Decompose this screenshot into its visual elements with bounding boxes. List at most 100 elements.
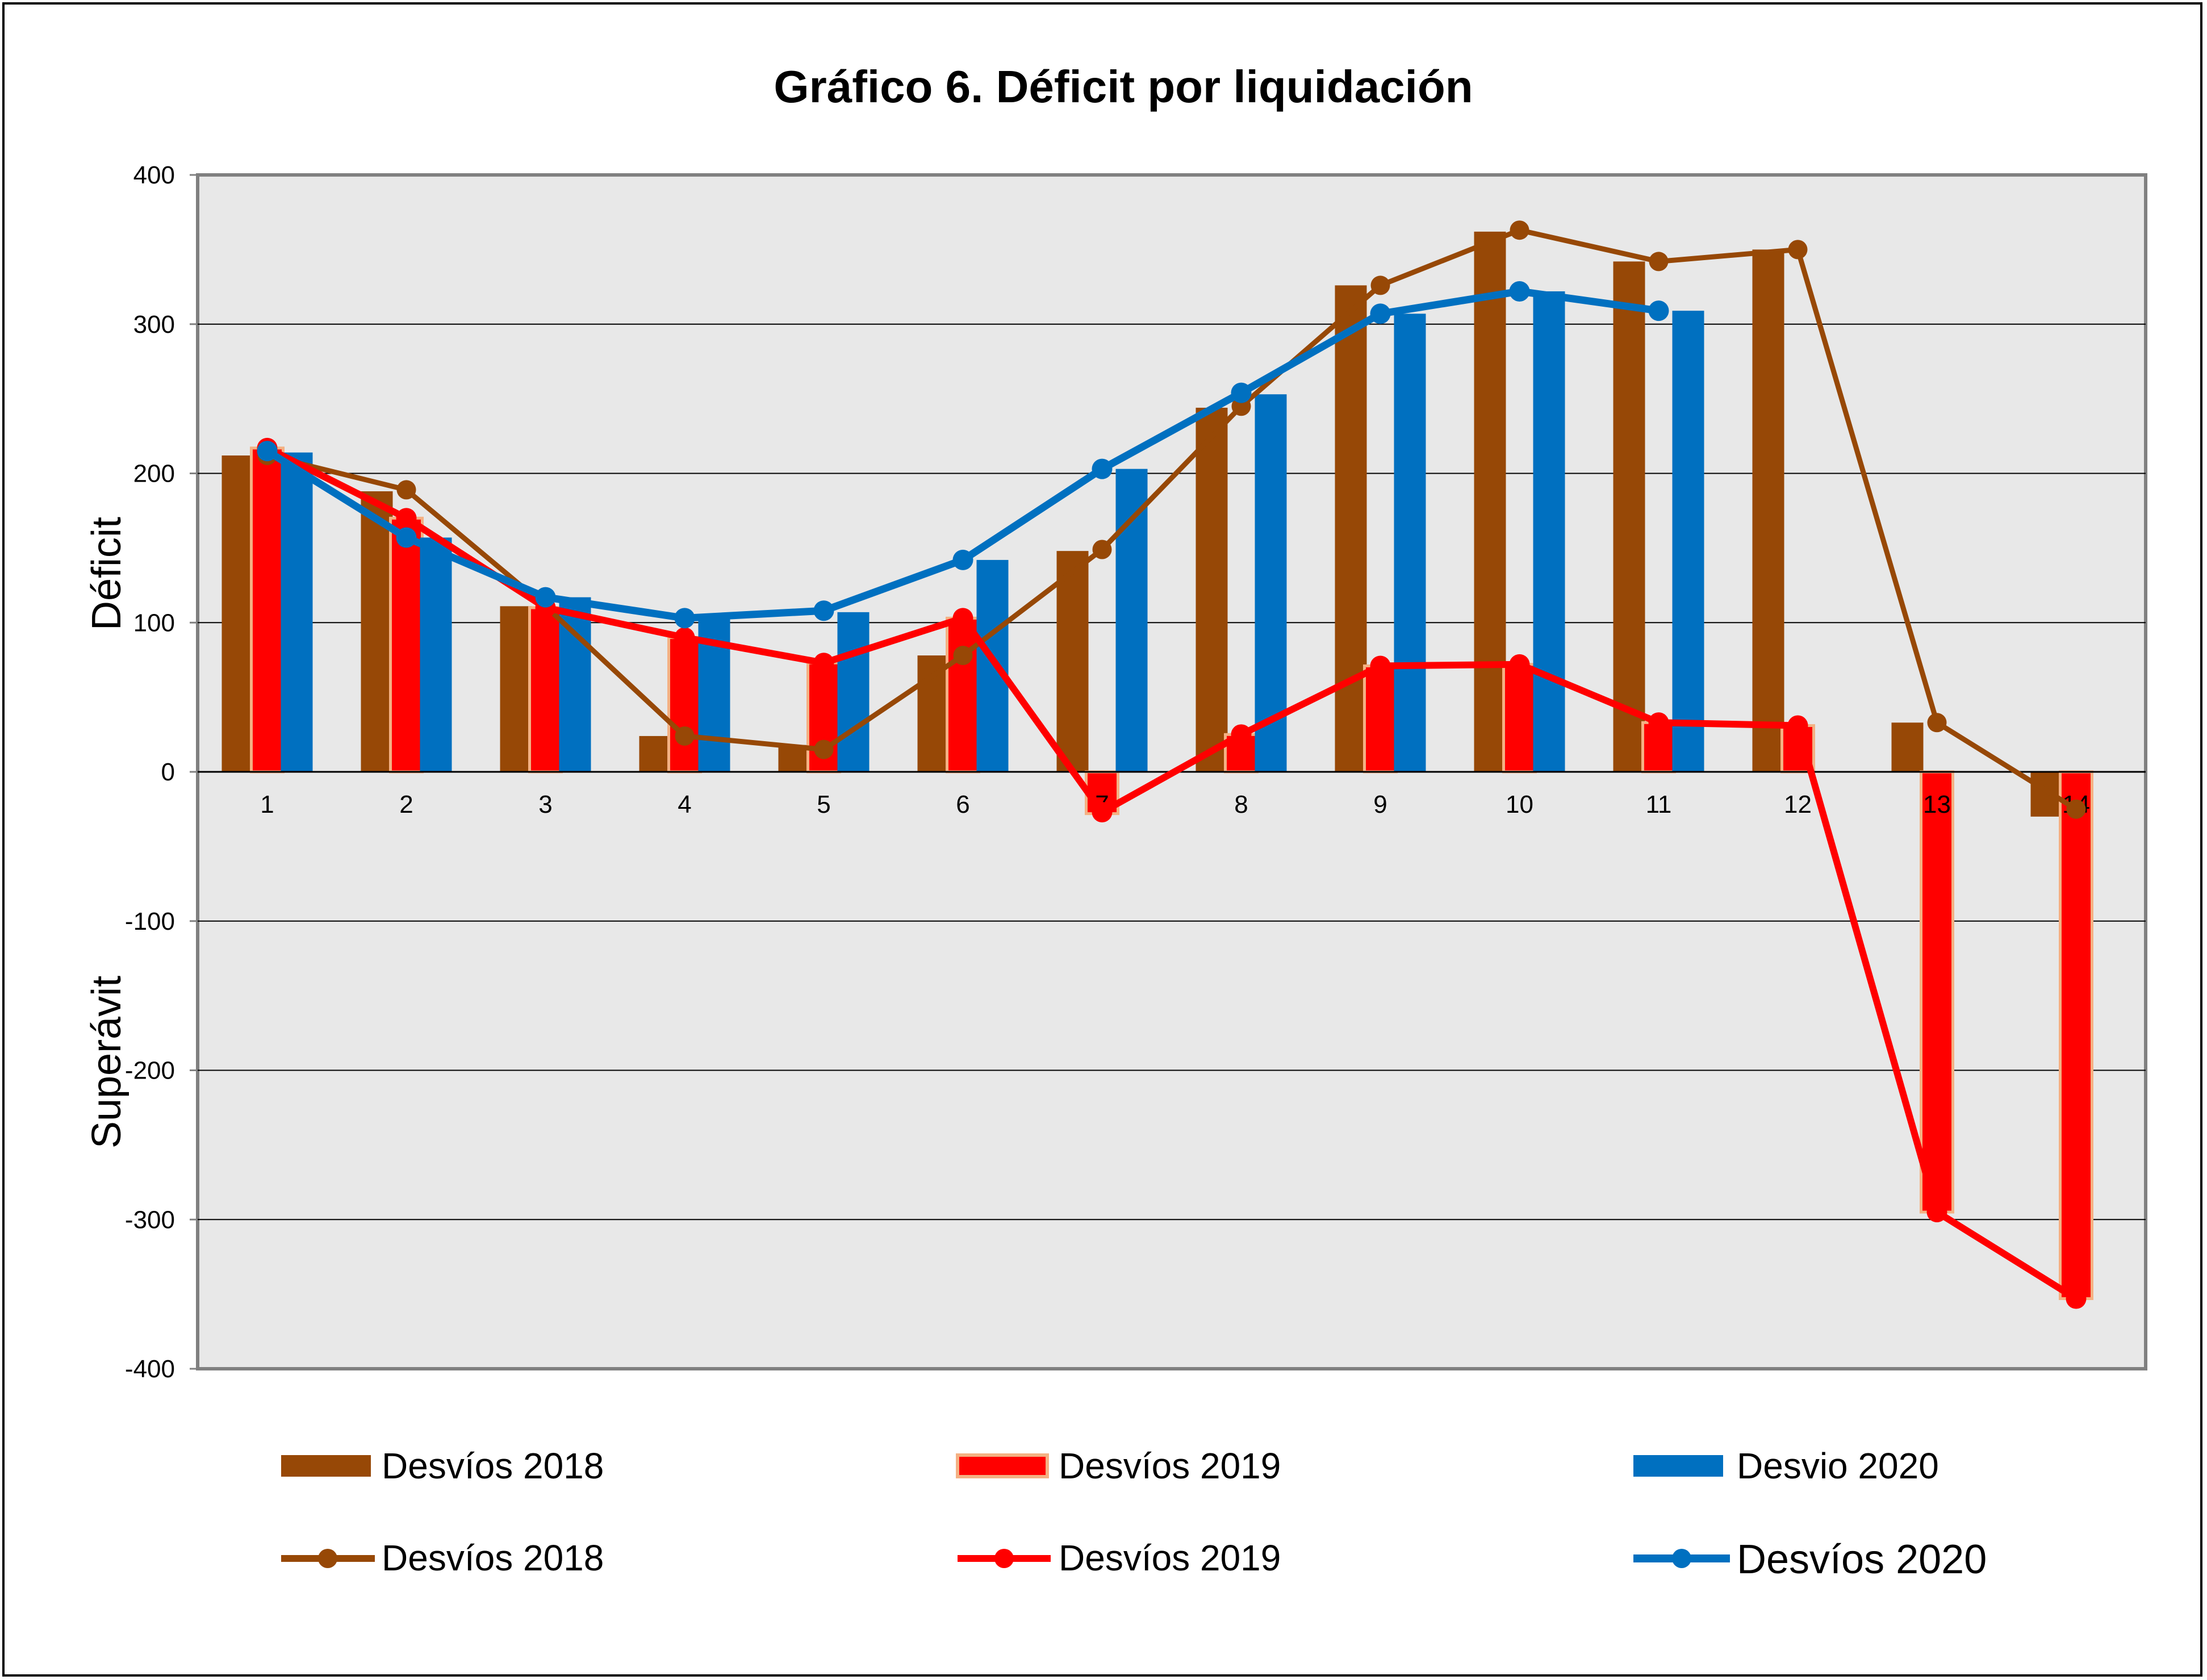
- x-tick-label: 1: [260, 791, 274, 818]
- bar-desvio-2020: [1115, 469, 1148, 772]
- x-tick-label: 13: [1923, 791, 1951, 818]
- bar-desvíos-2018: [639, 735, 671, 772]
- line-marker: [1370, 303, 1391, 324]
- line-marker: [257, 441, 278, 462]
- line-marker: [1649, 252, 1669, 271]
- bar-desvíos-2019: [2059, 770, 2093, 1301]
- line-marker: [396, 480, 416, 500]
- line-marker: [1788, 240, 1808, 260]
- x-tick-label: 11: [1646, 791, 1672, 818]
- legend-swatch-bar-2020: [1633, 1455, 1723, 1477]
- line-desvíos-2018: [266, 227, 2078, 812]
- line-marker: [675, 726, 695, 746]
- y-tick-label: -400: [125, 1355, 175, 1383]
- line-marker: [2066, 1288, 2087, 1309]
- bar-desvio-2020: [976, 559, 1009, 772]
- y-tick-label: 100: [133, 609, 175, 637]
- y-tick-label: 300: [133, 311, 175, 338]
- legend-label-line-2019: Desvíos 2019: [1059, 1537, 1281, 1578]
- bar-desvio-2020: [1255, 394, 1287, 772]
- lines: [257, 220, 2087, 1309]
- line-marker: [813, 600, 834, 621]
- line-marker: [953, 646, 973, 666]
- line-marker: [1927, 713, 1947, 733]
- legend-swatch-bar-2018: [281, 1455, 371, 1477]
- bar-desvíos-2018: [1196, 407, 1228, 772]
- bar-desvíos-2019: [250, 446, 285, 774]
- line-desvíos-2019: [265, 445, 2078, 1302]
- legend-label-bar-2020: Desvio 2020: [1737, 1445, 1939, 1486]
- legend-marker-line-2020: [1672, 1549, 1691, 1568]
- line-marker: [813, 653, 834, 674]
- legend-marker-line-2019: [994, 1549, 1014, 1568]
- bar-desvíos-2019: [946, 616, 980, 774]
- x-tick-label: 2: [399, 791, 413, 818]
- line-marker: [952, 608, 973, 629]
- bar-desvíos-2019: [1363, 664, 1398, 774]
- line-marker: [674, 627, 695, 648]
- line-marker: [952, 549, 973, 570]
- legend-swatch-bar-2019: [956, 1453, 1049, 1478]
- line-marker: [1926, 1202, 1947, 1223]
- bar-desvíos-2019: [1920, 770, 1954, 1214]
- line-marker: [1510, 220, 1529, 240]
- bar-desvíos-2019: [528, 606, 563, 774]
- y-tick-label: 200: [133, 460, 175, 488]
- legend-marker-line-2018: [318, 1549, 337, 1568]
- x-tick-label: 10: [1506, 791, 1533, 818]
- bar-desvíos-2018: [1752, 249, 1784, 772]
- bar-desvio-2020: [1533, 291, 1565, 772]
- line-marker: [1092, 458, 1113, 479]
- bar-desvíos-2019: [667, 636, 702, 774]
- bar-desvio-2020: [281, 452, 313, 772]
- bar-desvíos-2018: [1335, 285, 1367, 772]
- legend: Desvíos 2018 Desvíos 2019 Desvio 2020 De…: [281, 1445, 1987, 1582]
- line-marker: [1231, 382, 1252, 403]
- line-marker: [396, 527, 417, 548]
- bar-desvíos-2018: [1891, 722, 1924, 772]
- line-marker: [1509, 654, 1530, 675]
- legend-label-line-2018: Desvíos 2018: [382, 1537, 604, 1578]
- bar-desvíos-2018: [361, 491, 393, 772]
- line-marker: [535, 587, 556, 608]
- line-marker: [1648, 300, 1669, 321]
- y-axis-ticks: 400 300 200 100 0 -100 -200 -300 -400: [125, 161, 198, 1383]
- bar-desvio-2020: [420, 537, 452, 772]
- y-axis-label-superavit: Superávit: [84, 976, 129, 1148]
- bar-desvio-2020: [1672, 311, 1704, 772]
- x-tick-label: 9: [1373, 791, 1387, 818]
- line-marker: [1509, 281, 1530, 302]
- x-tick-label: 5: [817, 791, 830, 818]
- x-tick-label: 4: [678, 791, 691, 818]
- line-marker: [1648, 712, 1669, 733]
- y-tick-label: 400: [133, 161, 175, 189]
- y-axis-label-deficit: Déficit: [84, 517, 129, 630]
- line-marker: [1092, 540, 1112, 559]
- x-tick-label: 6: [956, 791, 969, 818]
- bar-desvíos-2018: [221, 455, 254, 772]
- line-marker: [1787, 715, 1808, 736]
- legend-label-line-2020: Desvíos 2020: [1737, 1537, 1987, 1582]
- line-marker: [814, 739, 834, 759]
- bars: [221, 231, 2093, 1301]
- bar-desvio-2020: [1394, 314, 1426, 772]
- bar-desvio-2020: [837, 612, 870, 772]
- line-marker: [674, 608, 695, 629]
- legend-label-bar-2019: Desvíos 2019: [1059, 1445, 1281, 1486]
- line-marker: [2066, 799, 2086, 819]
- y-tick-label: -100: [125, 908, 175, 935]
- bar-desvíos-2018: [1056, 551, 1089, 772]
- bar-desvíos-2019: [1502, 663, 1537, 774]
- bar-desvíos-2018: [2030, 772, 2063, 817]
- x-tick-label: 8: [1234, 791, 1248, 818]
- bar-desvíos-2018: [1474, 231, 1506, 772]
- line-marker: [1370, 655, 1391, 676]
- x-axis-ticks: 1234567891011121314: [260, 791, 2090, 818]
- bar-desvíos-2019: [389, 516, 424, 774]
- line-marker: [1231, 724, 1252, 745]
- x-tick-label: 3: [538, 791, 552, 818]
- chart-title: Gráfico 6. Déficit por liquidación: [774, 61, 1473, 112]
- y-tick-label: -300: [125, 1206, 175, 1234]
- line-marker: [396, 508, 417, 529]
